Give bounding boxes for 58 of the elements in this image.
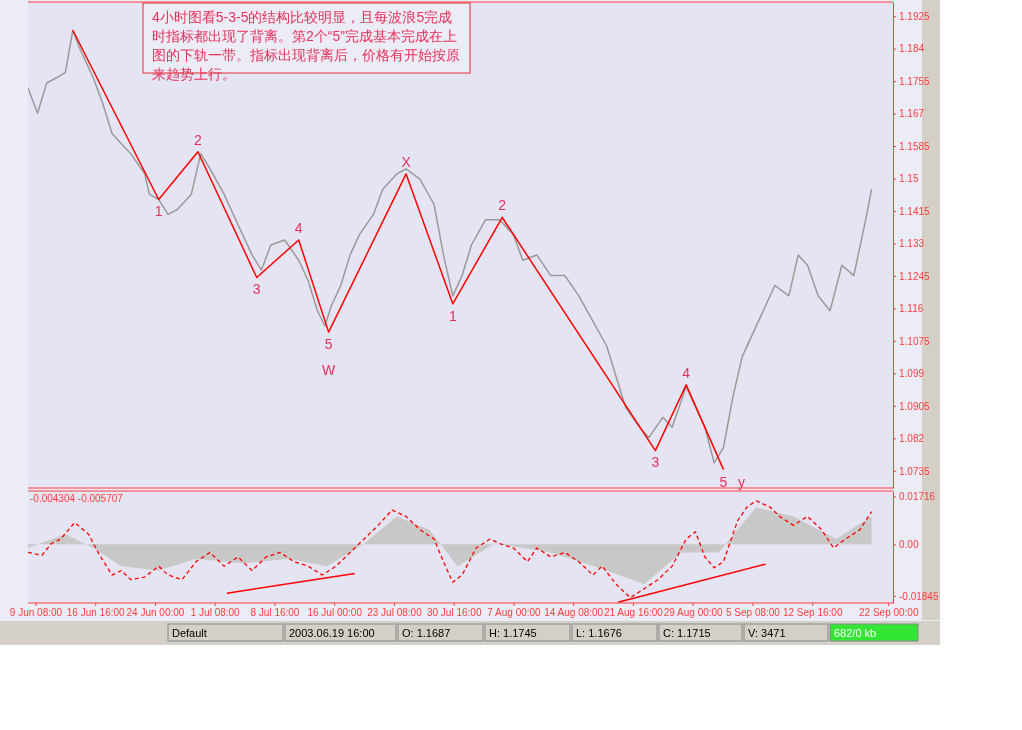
x-tick-label: 7 Aug 00:00 xyxy=(487,607,542,619)
y-tick-label: 0.00 xyxy=(899,539,919,551)
x-tick-label: 1 Jul 08:00 xyxy=(190,607,241,619)
x-tick-label: 21 Aug 16:00 xyxy=(603,607,664,619)
annotation: X xyxy=(401,153,412,170)
annotation: 2 xyxy=(498,197,507,214)
line-series xyxy=(72,29,725,471)
y-tick-label: 1.184 xyxy=(899,43,925,55)
y-tick-label: 1.1755 xyxy=(899,75,931,87)
annotation: W xyxy=(322,362,336,379)
y-tick-label: -0.01845 xyxy=(899,590,939,602)
annotation: 5 xyxy=(719,473,728,490)
text: 2003.06.19 16:00 xyxy=(289,627,375,639)
y-tick-label: 1.167 xyxy=(899,108,925,120)
x-tick-label: 22 Sep 00:00 xyxy=(859,607,919,619)
text: L: 1.1676 xyxy=(576,627,622,639)
y-tick-label: 1.1075 xyxy=(899,335,931,347)
y-tick-label: 1.099 xyxy=(899,368,925,380)
x-tick-label: 29 Aug 00:00 xyxy=(663,607,724,619)
x-tick-label: 9 Jun 08:00 xyxy=(9,607,63,619)
text: C: 1.1715 xyxy=(663,627,711,639)
annotation: -0.004304 -0.005707 xyxy=(30,493,124,504)
x-tick-label: 5 Sep 08:00 xyxy=(725,607,781,619)
annotation: y xyxy=(738,473,746,490)
text: Default xyxy=(172,627,207,639)
annotation: 4 xyxy=(682,364,691,381)
text: O: 1.1687 xyxy=(402,627,451,639)
annotation: 2 xyxy=(194,131,203,148)
y-tick-label: 1.1585 xyxy=(899,140,931,152)
annotation: 3 xyxy=(252,281,261,298)
x-tick-label: 16 Jun 16:00 xyxy=(66,607,126,619)
line-series xyxy=(28,500,873,599)
y-tick-label: 1.1415 xyxy=(899,205,931,217)
x-tick-label: 23 Jul 08:00 xyxy=(367,607,423,619)
y-tick-label: 1.0905 xyxy=(899,400,931,412)
y-tick-label: 1.133 xyxy=(899,238,925,250)
y-tick-label: 1.116 xyxy=(899,303,924,315)
text: H: 1.1745 xyxy=(489,627,537,639)
x-tick-label: 14 Aug 08:00 xyxy=(544,607,604,619)
annotation: 1 xyxy=(448,307,457,324)
y-tick-label: 1.15 xyxy=(899,173,919,185)
x-tick-label: 16 Jul 00:00 xyxy=(307,607,363,619)
x-tick-label: 24 Jun 00:00 xyxy=(126,607,185,619)
y-tick-label: 1.1245 xyxy=(899,270,931,282)
text: 682/0 kb xyxy=(834,627,877,639)
x-tick-label: 30 Jul 16:00 xyxy=(426,607,482,619)
annotation: 4小时图看5-3-5的结构比较明显，且每波浪5完成时指标都出现了背离。第2个“5”完成基本完成在上图的下轨一带。指标出现背离后，价格有开始按原来趋势上行。 xyxy=(152,9,460,82)
text: V: 3471 xyxy=(748,627,786,639)
annotation: 1 xyxy=(154,203,163,220)
annotation: 5 xyxy=(324,336,333,353)
y-tick-label: 0.01716 xyxy=(899,491,936,503)
y-tick-label: 1.1925 xyxy=(899,10,931,22)
x-tick-label: 12 Sep 16:00 xyxy=(782,607,843,619)
annotation: 4 xyxy=(294,219,303,236)
annotation: 3 xyxy=(651,454,660,471)
y-tick-label: 1.0735 xyxy=(899,465,931,477)
y-tick-label: 1.082 xyxy=(899,433,925,445)
x-tick-label: 8 Jul 16:00 xyxy=(250,607,300,619)
